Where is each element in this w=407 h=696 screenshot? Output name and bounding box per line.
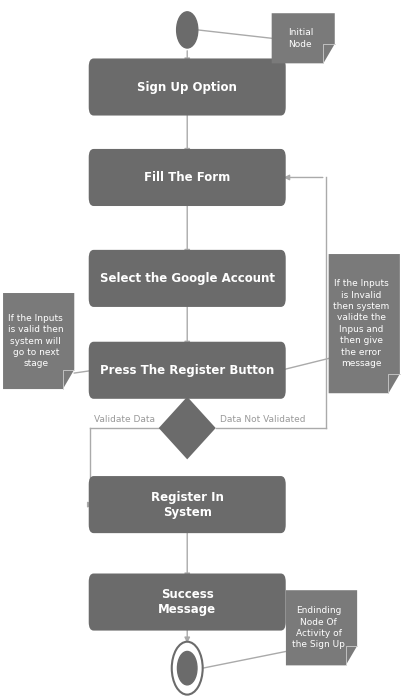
Text: Sign Up Option: Sign Up Option [137,81,237,93]
Text: If the Inputs
is valid then
system will
go to next
stage: If the Inputs is valid then system will … [8,314,63,368]
FancyBboxPatch shape [89,342,286,399]
Circle shape [177,651,197,685]
Circle shape [177,12,198,48]
Polygon shape [272,13,335,63]
FancyBboxPatch shape [89,58,286,116]
Text: Register In
System: Register In System [151,491,224,519]
Text: Select the Google Account: Select the Google Account [100,272,275,285]
Text: Initial
Node: Initial Node [288,28,313,49]
Text: Endinding
Node Of
Activity of
the Sign Up: Endinding Node Of Activity of the Sign U… [292,606,345,649]
FancyBboxPatch shape [89,149,286,206]
Text: Success
Message: Success Message [158,588,216,616]
FancyBboxPatch shape [89,250,286,307]
Text: Validate Data: Validate Data [94,416,155,424]
Text: If the Inputs
is Invalid
then system
validte the
Inpus and
then give
the error
m: If the Inputs is Invalid then system val… [333,279,389,368]
Text: Press The Register Button: Press The Register Button [100,364,274,377]
FancyBboxPatch shape [89,574,286,631]
Polygon shape [328,254,400,393]
Polygon shape [286,590,357,665]
Text: Fill The Form: Fill The Form [144,171,230,184]
Polygon shape [159,397,216,459]
FancyBboxPatch shape [89,476,286,533]
Text: Data Not Validated: Data Not Validated [220,416,305,424]
Polygon shape [3,293,74,389]
